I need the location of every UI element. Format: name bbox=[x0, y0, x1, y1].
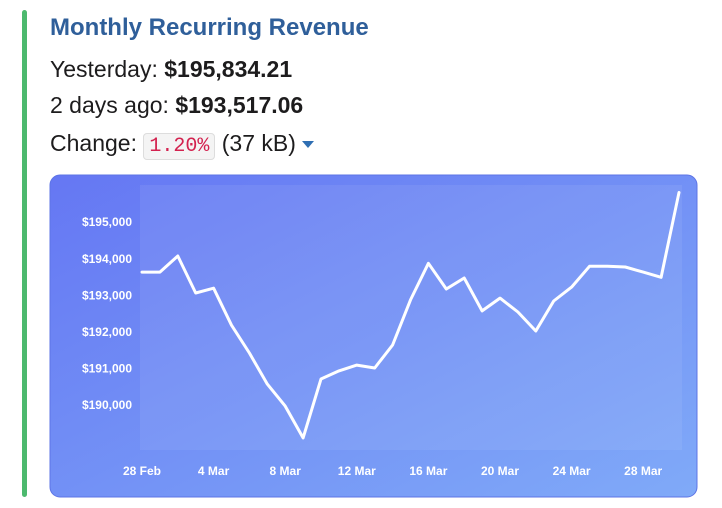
label: 2 days ago: bbox=[50, 92, 169, 118]
x-tick-label: 4 Mar bbox=[198, 464, 230, 478]
yesterday-row: Yesterday: $195,834.21 bbox=[50, 56, 292, 83]
x-tick-label: 8 Mar bbox=[270, 464, 302, 478]
x-tick-label: 12 Mar bbox=[338, 464, 376, 478]
x-tick-label: 28 Feb bbox=[123, 464, 161, 478]
change-code: 1.20% bbox=[143, 133, 216, 160]
chart-background bbox=[49, 174, 698, 498]
y-tick-label: $194,000 bbox=[82, 252, 132, 266]
y-tick-label: $195,000 bbox=[82, 215, 132, 229]
x-tick-label: 16 Mar bbox=[409, 464, 447, 478]
caret[interactable] bbox=[301, 141, 314, 149]
file-size: (37 kB) bbox=[221, 130, 296, 156]
title[interactable]: Monthly Recurring Revenue bbox=[50, 14, 369, 41]
x-tick-label: 24 Mar bbox=[553, 464, 591, 478]
x-tick-label: 20 Mar bbox=[481, 464, 519, 478]
two-days-row: 2 days ago: $193,517.06 bbox=[50, 92, 303, 119]
label: Change: bbox=[50, 130, 137, 156]
plot-area bbox=[140, 185, 682, 450]
value: $193,517.06 bbox=[175, 92, 304, 118]
y-tick-label: $190,000 bbox=[82, 398, 132, 412]
y-tick-label: $191,000 bbox=[82, 362, 132, 376]
accent-bar bbox=[22, 10, 27, 497]
y-tick-label: $192,000 bbox=[82, 325, 132, 339]
y-tick-label: $193,000 bbox=[82, 288, 132, 302]
x-tick-label: 28 Mar bbox=[624, 464, 662, 478]
value: $195,834.21 bbox=[164, 56, 293, 82]
revenue-line bbox=[140, 191, 681, 440]
change-row: Change: 1.20% (37 kB) bbox=[50, 130, 314, 160]
label: Yesterday: bbox=[50, 56, 158, 82]
